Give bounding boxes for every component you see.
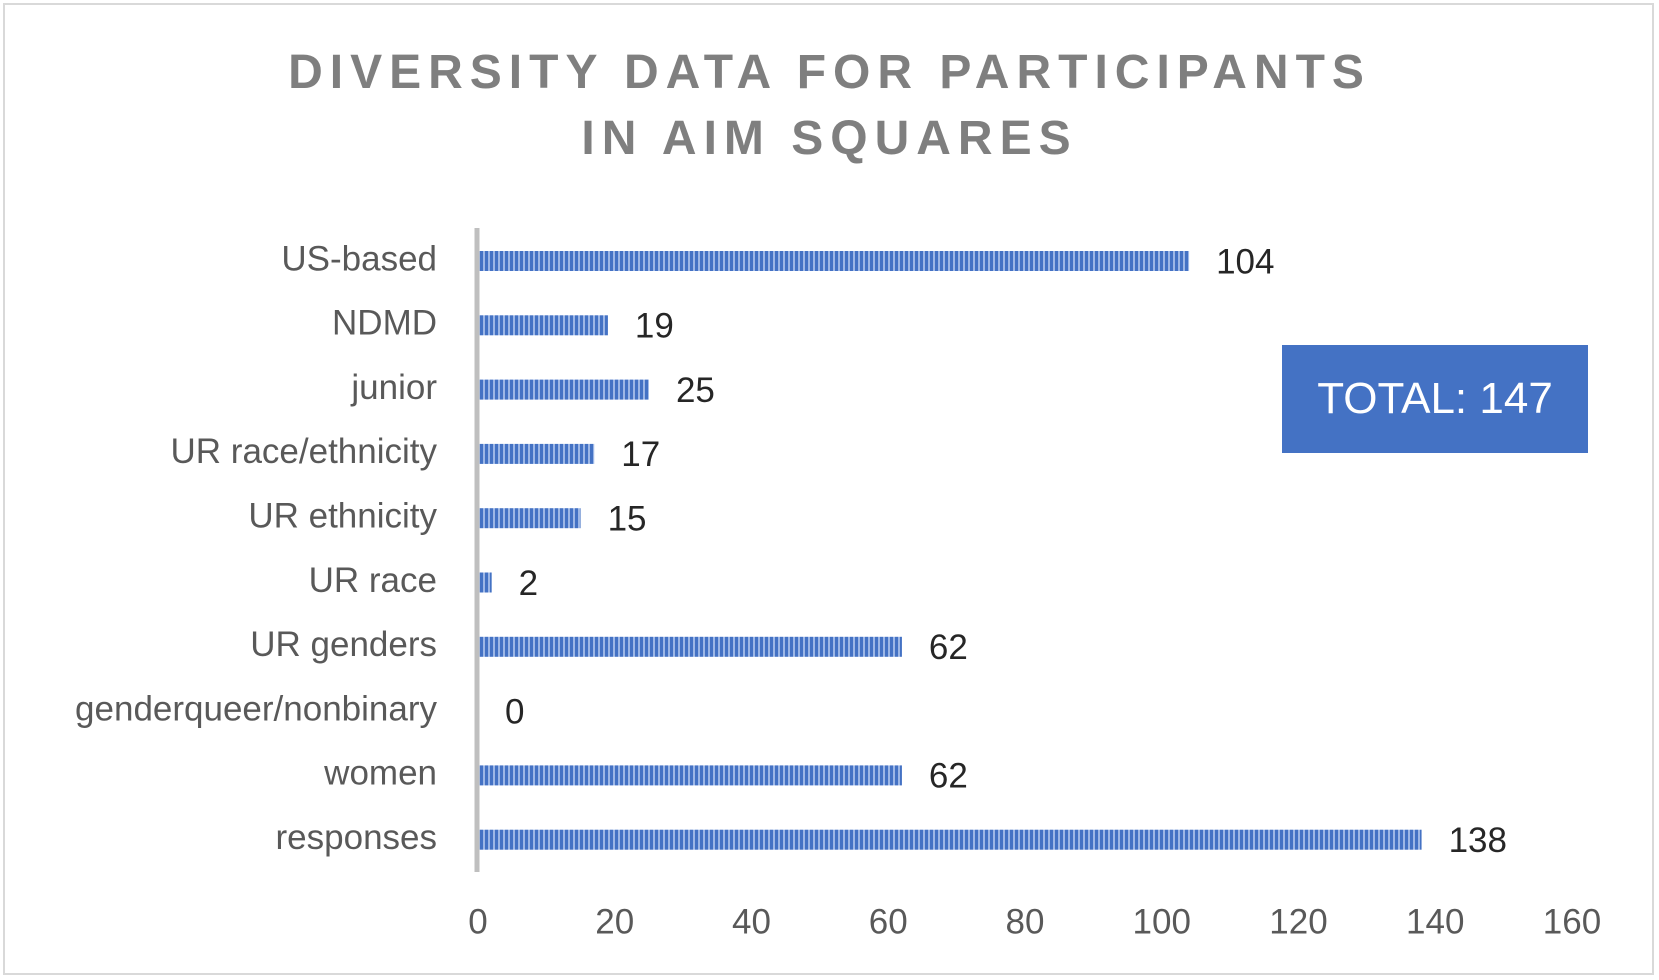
- data-label: 62: [929, 628, 968, 667]
- data-label: 0: [505, 692, 524, 731]
- bar: [478, 443, 595, 464]
- bars-layer: [478, 251, 1422, 850]
- bar: [478, 379, 649, 400]
- bar: [478, 765, 902, 786]
- category-label: UR ethnicity: [248, 496, 437, 535]
- category-label: women: [323, 754, 437, 793]
- category-label: UR race/ethnicity: [171, 432, 438, 471]
- x-tick-label: 20: [595, 902, 634, 941]
- category-label: US-based: [281, 239, 437, 278]
- x-tick-label: 80: [1006, 902, 1045, 941]
- bar: [478, 636, 902, 657]
- data-label: 62: [929, 757, 968, 796]
- data-label: 15: [608, 499, 647, 538]
- bar: [478, 829, 1422, 850]
- x-tick-label: 40: [732, 902, 771, 941]
- data-label: 138: [1449, 821, 1507, 860]
- bar: [478, 508, 581, 529]
- x-tick-label: 60: [869, 902, 908, 941]
- data-label: 17: [621, 435, 660, 474]
- bar: [478, 315, 608, 336]
- x-tick-label: 140: [1406, 902, 1464, 941]
- category-label: responses: [276, 818, 437, 857]
- labels-layer: US-based 104 NDMD 19 junior 25 UR race/ethnici…: [75, 239, 1507, 860]
- category-label: junior: [350, 368, 437, 407]
- category-label: UR genders: [250, 625, 437, 664]
- data-label: 2: [519, 564, 538, 603]
- chart-frame: [3, 3, 1654, 975]
- x-axis-ticks: 0 20 40 60 80 100 120 140 160: [468, 902, 1601, 941]
- category-label: genderqueer/nonbinary: [75, 689, 437, 728]
- bar: [478, 572, 492, 593]
- data-label: 19: [635, 307, 674, 346]
- chart-title: DIVERSITY DATA FOR PARTICIPANTS IN AIM S…: [0, 40, 1659, 172]
- category-label: UR race: [309, 561, 437, 600]
- chart-title-line-1: DIVERSITY DATA FOR PARTICIPANTS: [288, 46, 1371, 99]
- data-label: 25: [676, 371, 715, 410]
- bar: [478, 251, 1190, 271]
- data-label: 104: [1216, 242, 1274, 281]
- x-tick-label: 0: [468, 902, 487, 941]
- total-annotation: TOTAL: 147: [1282, 345, 1588, 453]
- x-tick-label: 120: [1269, 902, 1327, 941]
- chart-title-line-2: IN AIM SQUARES: [581, 112, 1078, 165]
- x-tick-label: 160: [1543, 902, 1601, 941]
- x-tick-label: 100: [1133, 902, 1191, 941]
- category-label: NDMD: [332, 304, 437, 343]
